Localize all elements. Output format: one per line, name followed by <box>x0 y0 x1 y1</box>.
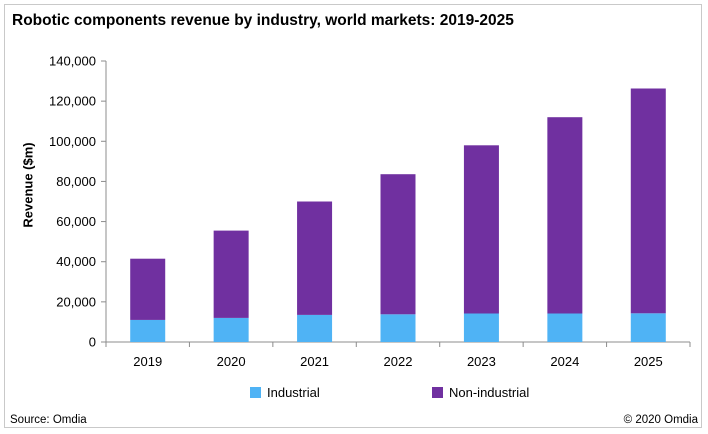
bar-non-industrial-2025 <box>630 88 666 314</box>
chart-title: Robotic components revenue by industry, … <box>12 12 514 29</box>
y-tick-label: 100,000 <box>49 134 96 149</box>
bar-industrial-2025 <box>630 313 666 342</box>
legend-swatch-industrial <box>250 387 261 398</box>
y-tick-label: 40,000 <box>56 254 96 269</box>
x-tick-label: 2020 <box>217 354 246 369</box>
chart-frame <box>4 4 702 428</box>
legend-label-industrial: Industrial <box>267 385 320 400</box>
bar-non-industrial-2022 <box>380 174 416 315</box>
x-tick-label: 2022 <box>384 354 413 369</box>
legend-label-non-industrial: Non-industrial <box>449 385 530 400</box>
y-tick-label: 60,000 <box>56 214 96 229</box>
y-tick-label: 80,000 <box>56 174 96 189</box>
bar-industrial-2020 <box>213 317 249 342</box>
copyright-note: © 2020 Omdia <box>623 414 698 426</box>
x-tick-label: 2023 <box>467 354 496 369</box>
y-tick-label: 20,000 <box>56 294 96 309</box>
bar-non-industrial-2020 <box>213 230 249 318</box>
bar-industrial-2019 <box>130 319 166 342</box>
bar-industrial-2021 <box>297 314 333 342</box>
y-tick-label: 120,000 <box>49 94 96 109</box>
bar-industrial-2023 <box>463 313 499 342</box>
source-note: Source: Omdia <box>10 414 87 426</box>
x-tick-label: 2024 <box>550 354 579 369</box>
legend-item-non-industrial: Non-industrial <box>432 385 529 400</box>
legend-swatch-non-industrial <box>432 387 443 398</box>
legend-item-industrial: Industrial <box>250 385 320 400</box>
bar-non-industrial-2019 <box>130 258 166 320</box>
legend: Industrial Non-industrial <box>0 385 708 405</box>
bar-non-industrial-2023 <box>463 145 499 314</box>
y-tick-label: 140,000 <box>49 54 96 69</box>
y-tick-label: 0 <box>89 335 96 350</box>
bar-non-industrial-2024 <box>547 117 583 314</box>
bar-industrial-2024 <box>547 313 583 342</box>
x-tick-label: 2025 <box>634 354 663 369</box>
bar-industrial-2022 <box>380 314 416 342</box>
bar-non-industrial-2021 <box>297 201 333 315</box>
x-tick-label: 2021 <box>300 354 329 369</box>
x-tick-label: 2019 <box>133 354 162 369</box>
chart-plot-area: 0 20,000 40,000 60,000 80,000 100,000 120,000 1… <box>49 54 691 369</box>
